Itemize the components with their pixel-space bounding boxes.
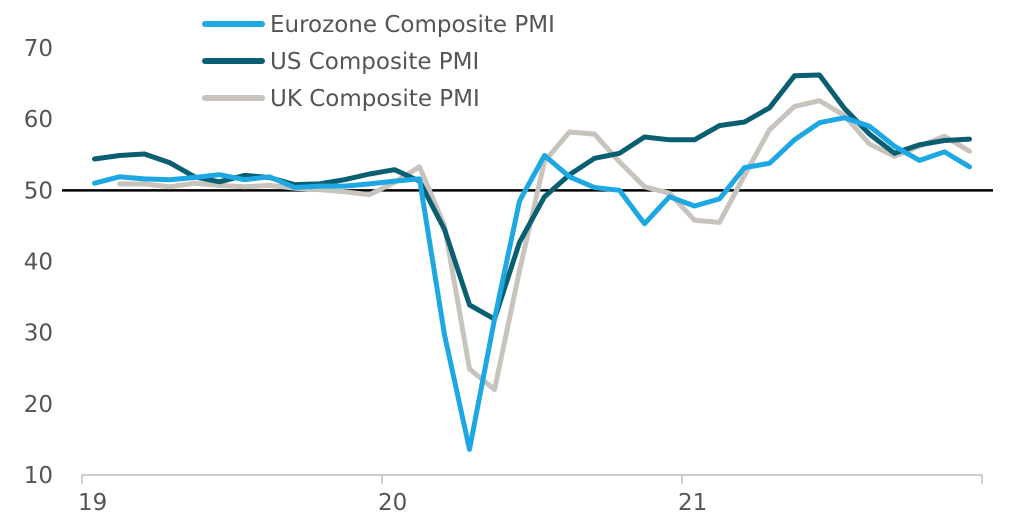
legend-label: UK Composite PMI (270, 86, 480, 112)
x-tick-label: 21 (678, 490, 707, 516)
series-line-eurozone-composite-pmi (92, 115, 972, 452)
y-tick-label: 30 (24, 321, 53, 347)
series-line-uk-composite-pmi (117, 98, 972, 393)
y-tick-label: 20 (24, 392, 53, 418)
legend-label: US Composite PMI (270, 49, 479, 75)
y-tick-label: 70 (24, 36, 53, 62)
legend: Eurozone Composite PMI US Composite PMI UK… (202, 12, 555, 112)
series-lines (92, 72, 972, 452)
y-tick-label: 40 (24, 250, 53, 276)
legend-label: Eurozone Composite PMI (270, 12, 555, 38)
axes: 10 20 30 40 50 60 70 19 20 21 (24, 36, 993, 516)
x-tick-label: 19 (78, 490, 107, 516)
y-tick-label: 10 (24, 463, 53, 489)
x-tick-label: 20 (378, 490, 407, 516)
y-tick-label: 50 (24, 178, 53, 204)
y-tick-label: 60 (24, 107, 53, 133)
